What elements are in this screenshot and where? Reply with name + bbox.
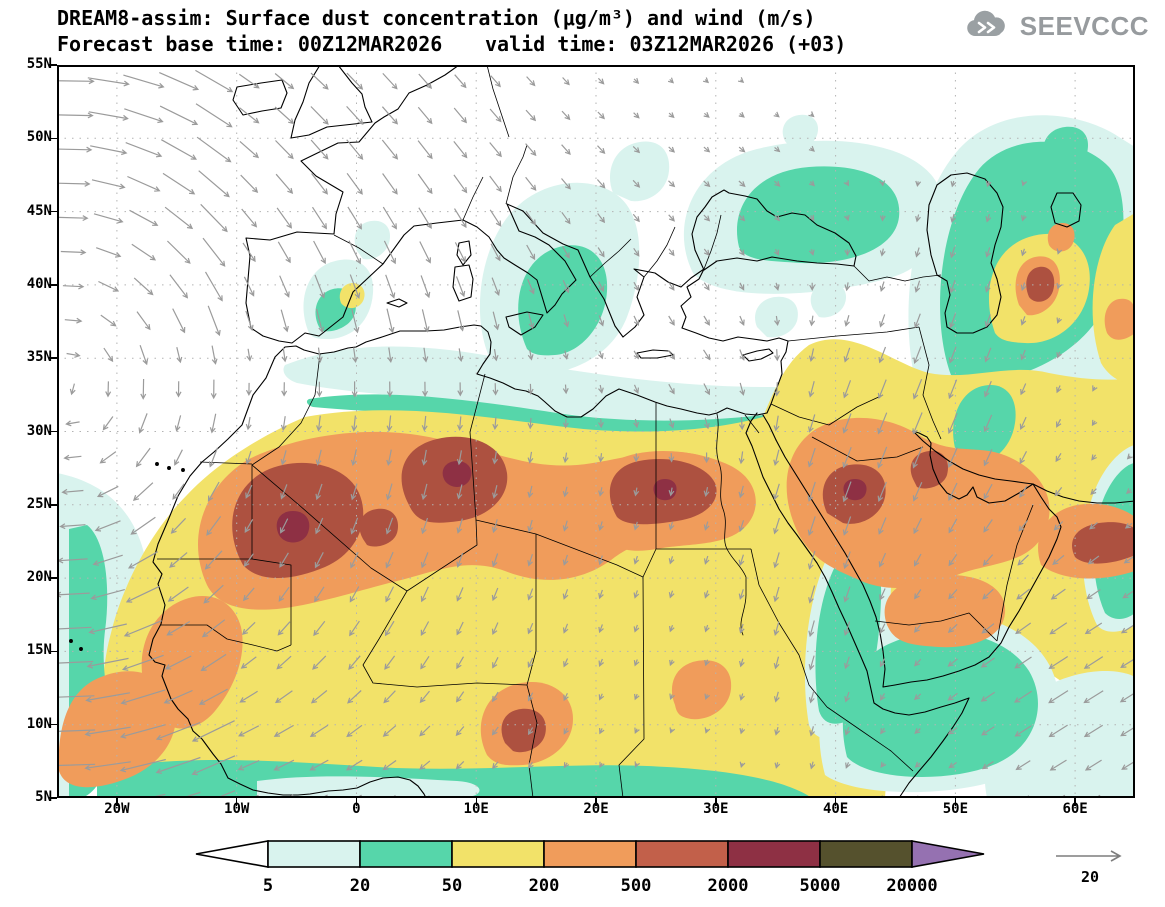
colorbar-level-label: 2000 <box>708 876 749 896</box>
lat-tick-label: 5N <box>35 789 52 805</box>
map-frame <box>57 65 1135 798</box>
colorbar-level-label: 5 <box>263 876 273 896</box>
lon-tick-mark <box>235 798 238 806</box>
lat-tick-label: 15N <box>26 642 52 659</box>
wind-vectors <box>57 69 1135 798</box>
lat-tick-label: 35N <box>26 349 52 366</box>
seevccc-logo: SEEVCCC <box>963 10 1149 42</box>
lon-tick-label: 20E <box>583 801 609 817</box>
colorbar-level-label: 500 <box>621 876 652 896</box>
lon-tick-label: 0 <box>352 801 361 817</box>
lat-tick-label: 55N <box>26 56 52 72</box>
colorbar-cell <box>543 840 637 868</box>
colorbar-cell <box>635 840 729 868</box>
wind-reference-arrow <box>1056 850 1122 862</box>
lon-tick-mark <box>834 798 837 806</box>
country-borders <box>157 65 1034 798</box>
lat-tick-label: 20N <box>26 569 52 586</box>
lat-tick-mark <box>49 723 57 726</box>
lon-tick-label: 40E <box>822 801 849 817</box>
lat-tick-mark <box>49 650 57 653</box>
lat-tick-label: 50N <box>26 129 52 146</box>
logo-text: SEEVCCC <box>1019 10 1149 41</box>
colorbar-level-label: 20000 <box>886 876 937 896</box>
lat-tick-mark <box>49 357 57 359</box>
wind-vector-path <box>57 69 1135 798</box>
lon-tick-label: 30E <box>703 801 729 817</box>
lat-tick-mark <box>49 504 57 506</box>
lon-tick-label: 60E <box>1062 801 1088 817</box>
colorbar-cell <box>359 840 453 868</box>
lat-tick-mark <box>49 797 57 799</box>
colorbar-level-label: 200 <box>529 876 560 896</box>
wind-reference-label: 20 <box>1081 868 1099 886</box>
colorbar-level-label: 5000 <box>800 876 841 896</box>
lat-tick-mark <box>49 64 57 66</box>
lat-tick-mark <box>49 210 57 213</box>
forecast-base-time: Forecast base time: 00Z12MAR2026 <box>57 32 443 56</box>
colorbar-level-label: 20 <box>350 876 370 896</box>
forecast-map <box>57 65 1135 798</box>
lat-tick-label: 25N <box>26 495 52 512</box>
lat-tick-label: 10N <box>26 715 52 732</box>
colorbar-cell <box>267 840 361 868</box>
wind-reference: 20 <box>1056 850 1122 886</box>
colorbar-cell <box>727 840 821 868</box>
lat-tick-mark <box>49 137 57 140</box>
colorbar-cell <box>819 840 913 868</box>
lon-tick-label: 20W <box>104 801 130 817</box>
lon-tick-label: 10E <box>463 801 489 817</box>
cloud-icon <box>967 10 1005 37</box>
colorbar: 5 20 50 200 500 2000 5000 20000 <box>195 840 985 896</box>
valid-time: valid time: 03Z12MAR2026 (+03) <box>485 32 847 56</box>
lon-tick-mark <box>954 798 957 806</box>
colorbar-below-triangle <box>195 840 269 868</box>
dust-layer-5-20-bottom <box>257 776 480 798</box>
lon-tick-mark <box>355 798 358 806</box>
lat-tick-mark <box>49 430 57 433</box>
page-title: DREAM8-assim: Surface dust concentration… <box>57 6 816 30</box>
lat-tick-label: 40N <box>26 275 52 292</box>
lat-tick-label: 30N <box>26 422 52 439</box>
lon-tick-mark <box>595 798 597 806</box>
lon-tick-mark <box>475 798 477 806</box>
lat-tick-mark <box>49 284 57 286</box>
lon-tick-mark <box>715 798 717 806</box>
colorbar-cell <box>451 840 545 868</box>
colorbar-level-label: 50 <box>442 876 462 896</box>
lon-tick-mark <box>116 798 118 806</box>
lat-tick-label: 45N <box>26 202 52 219</box>
lon-tick-label: 10W <box>224 801 250 817</box>
lat-tick-mark <box>49 577 57 579</box>
lon-tick-mark <box>1074 798 1076 806</box>
lon-tick-label: 50E <box>942 801 969 817</box>
colorbar-above-triangle <box>911 840 985 868</box>
